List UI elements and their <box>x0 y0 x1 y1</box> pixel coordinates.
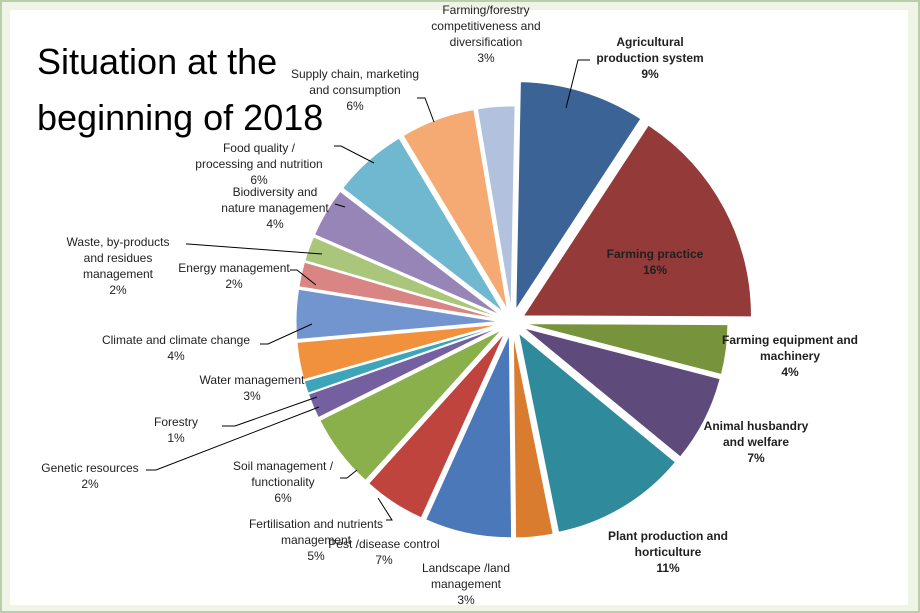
slice-label: Genetic resources 2% <box>41 461 138 491</box>
slice-label: Farming practice 16% <box>607 247 704 277</box>
leader-line <box>565 59 590 109</box>
pie-slice <box>517 331 677 533</box>
pie-slice <box>476 105 516 310</box>
slice-label: Fertilisation and nutrients management 5% <box>249 517 383 563</box>
leader-line <box>417 97 435 123</box>
pie-slice <box>367 332 506 519</box>
leader-line <box>146 406 320 471</box>
leader-line <box>260 323 313 345</box>
pie-slice <box>295 288 500 341</box>
slice-label: Pest /disease control 7% <box>328 537 439 567</box>
slice-label: Animal husbandry and welfare 7% <box>704 419 809 465</box>
leader-line <box>290 269 317 286</box>
pie-slice <box>296 323 500 381</box>
pie-slice <box>307 326 501 419</box>
slice-label: Energy management 2% <box>178 261 290 291</box>
leader-line <box>334 203 346 208</box>
slice-label: Food quality / processing and nutrition 6% <box>195 141 322 187</box>
pie-slice <box>524 323 729 376</box>
pie-slice <box>304 236 500 319</box>
pie-slice <box>313 190 502 316</box>
leader-line <box>334 145 375 164</box>
pie-slice <box>523 327 721 458</box>
slice-label: Soil management / functionality 6% <box>233 459 334 505</box>
slice-label: Agricultural production system 9% <box>596 35 703 81</box>
chart-title: Situation at the beginning of 2018 <box>37 41 324 138</box>
slice-label: Waste, by-products and residues management… <box>67 235 170 297</box>
pie-slice <box>298 261 500 320</box>
pie-slice <box>425 334 513 539</box>
pie-slice <box>319 329 503 482</box>
slice-label: Climate and climate change 4% <box>102 333 250 363</box>
leader-line <box>340 469 358 479</box>
slice-label: Farming/forestry competitiveness and diver… <box>431 3 540 65</box>
leader-line <box>222 396 318 427</box>
slice-label: Biodiversity and nature management 4% <box>221 185 329 231</box>
slice-label: Farming equipment and machinery 4% <box>722 333 858 379</box>
pie-slice <box>515 81 642 312</box>
leader-line <box>186 243 323 255</box>
slice-label: Water management 3% <box>200 373 306 403</box>
slice-label: Plant production and horticulture 11% <box>608 529 728 575</box>
leader-line <box>377 497 393 521</box>
pie-slice <box>402 109 508 311</box>
slice-label: Forestry 1% <box>154 415 198 445</box>
pie-slice <box>512 334 554 539</box>
pie-slice <box>303 325 500 394</box>
slice-label: Supply chain, marketing and consumption 6% <box>291 67 419 113</box>
pie-slice <box>522 124 752 318</box>
slice-label: Landscape /land management 3% <box>422 561 510 607</box>
